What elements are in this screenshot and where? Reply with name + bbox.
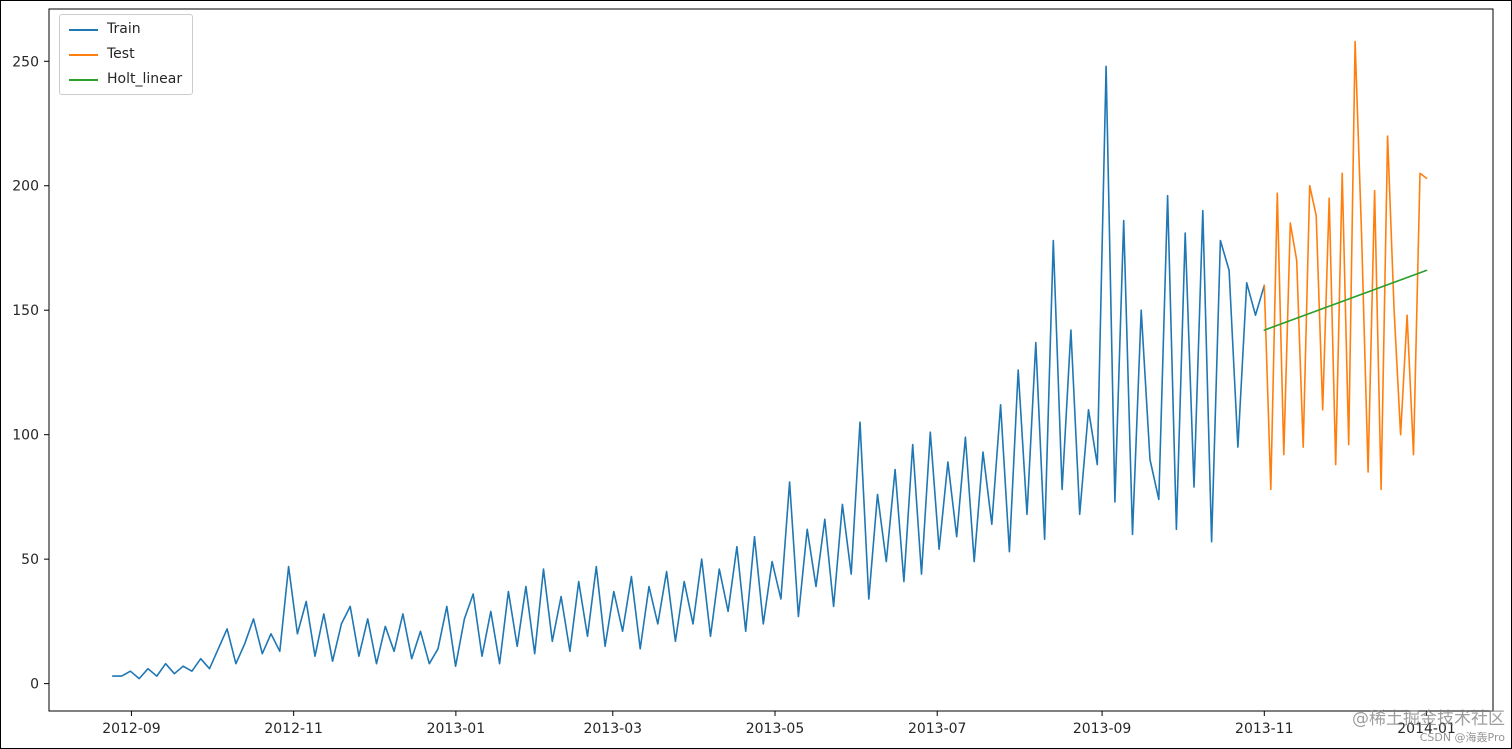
x-tick-label: 2013-07 [908,721,967,737]
y-tick-label: 0 [30,677,39,693]
x-tick-label: 2012-11 [264,721,323,737]
y-tick-label: 250 [12,54,39,70]
legend-label-test: Test [107,46,135,62]
train-series-line [112,65,1266,680]
holt-linear-line-swatch [69,78,98,81]
x-tick-label: 2013-09 [1073,721,1132,737]
legend: Train Test Holt_linear [59,14,194,95]
train-line-swatch [69,28,98,31]
test-line-swatch [69,53,98,56]
y-tick-label: 200 [12,179,39,195]
legend-item-test: Test [69,46,182,63]
legend-item-holt-linear: Holt_linear [69,71,182,88]
x-tick-label: 2013-11 [1235,721,1294,737]
x-tick-label: 2013-05 [746,721,805,737]
x-tick-label: 2012-09 [102,721,161,737]
holt_linear-series-line [1263,269,1428,331]
x-tick-label: 2014-01 [1397,721,1456,737]
x-tick-label: 2013-01 [427,721,486,737]
legend-label-train: Train [107,21,141,37]
legend-label-holt-linear: Holt_linear [107,71,183,87]
y-tick-label: 100 [12,428,39,444]
x-tick-label: 2013-03 [584,721,643,737]
axes-frame [48,8,1494,712]
test-series-line [1263,40,1428,491]
y-tick-label: 50 [21,552,39,568]
y-tick-label: 150 [12,303,39,319]
legend-item-train: Train [69,21,182,38]
